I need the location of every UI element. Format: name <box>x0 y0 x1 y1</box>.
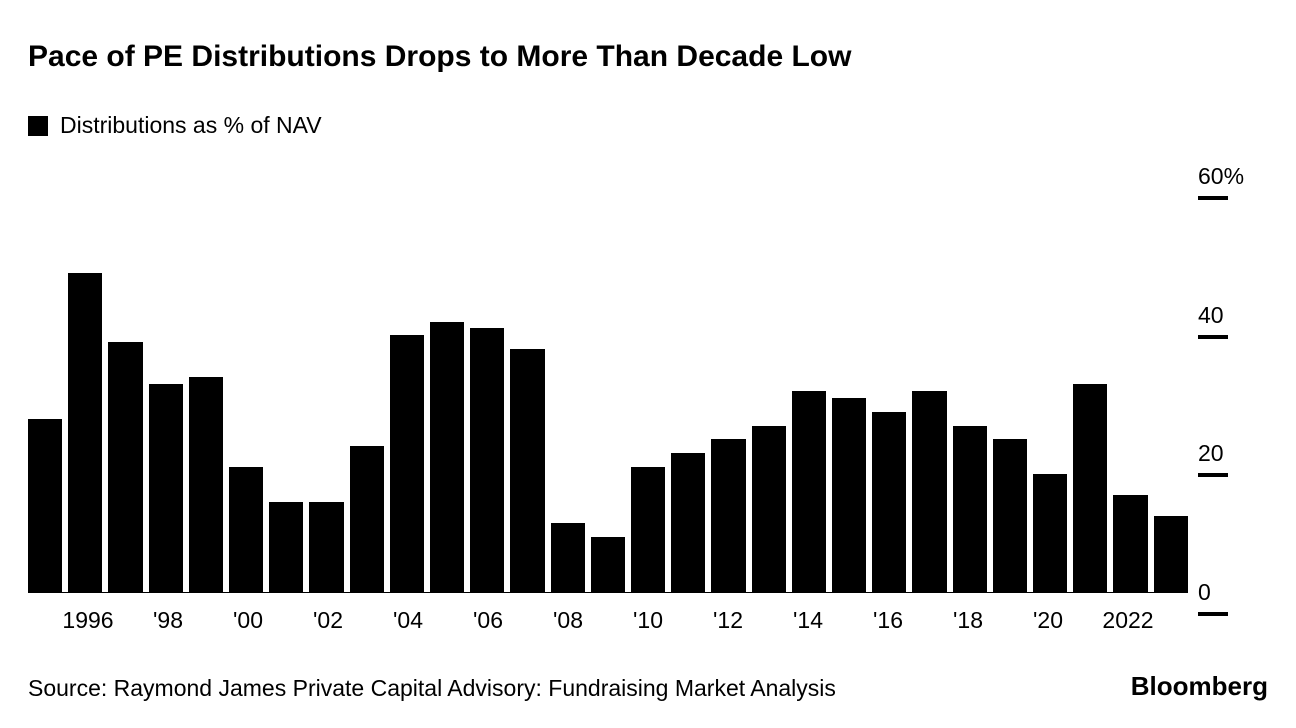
x-tick-label: '06 <box>473 607 503 634</box>
bar <box>752 426 786 592</box>
bar <box>1073 384 1107 592</box>
bar <box>912 391 946 592</box>
bar <box>68 273 102 592</box>
y-tick: 0 <box>1198 581 1268 616</box>
y-tick-label: 0 <box>1198 581 1268 604</box>
bar <box>671 453 705 592</box>
x-axis: 1996 '98 '00 '02 '04 '06 '08 '10 '12 '14 '16 '18 '20… <box>28 607 1188 657</box>
bar <box>510 349 544 592</box>
bar <box>350 446 384 592</box>
bar <box>631 467 665 592</box>
y-tick-mark <box>1198 335 1228 339</box>
y-tick-label: 40 <box>1198 304 1268 327</box>
bar <box>953 426 987 592</box>
legend-label: Distributions as % of NAV <box>60 112 322 139</box>
bar <box>269 502 303 592</box>
y-axis: 60%40200 <box>1198 163 1268 593</box>
bar <box>993 439 1027 592</box>
x-tick-label: '20 <box>1033 607 1063 634</box>
y-tick: 20 <box>1198 442 1268 477</box>
bar <box>1033 474 1067 592</box>
y-tick-mark <box>1198 473 1228 477</box>
bar <box>108 342 142 592</box>
bar <box>792 391 826 592</box>
x-tick-label: '16 <box>873 607 903 634</box>
y-tick: 40 <box>1198 304 1268 339</box>
bar <box>229 467 263 592</box>
bar <box>1113 495 1147 592</box>
x-tick-label: 2022 <box>1102 607 1153 634</box>
chart-title: Pace of PE Distributions Drops to More T… <box>28 40 1268 74</box>
legend: Distributions as % of NAV <box>28 112 1268 139</box>
legend-swatch <box>28 116 48 136</box>
x-tick-label: '00 <box>233 607 263 634</box>
bar <box>551 523 585 592</box>
y-tick: 60% <box>1198 165 1268 200</box>
x-tick-label: '04 <box>393 607 423 634</box>
x-tick-label: '10 <box>633 607 663 634</box>
bar <box>1154 516 1188 592</box>
y-tick-mark <box>1198 196 1228 200</box>
bar <box>872 412 906 592</box>
plot-area <box>28 163 1188 593</box>
bars-container <box>28 163 1188 593</box>
bar <box>430 322 464 592</box>
bar <box>591 537 625 592</box>
chart-area: 60%40200 <box>28 163 1268 593</box>
y-tick-label: 60% <box>1198 165 1268 188</box>
x-tick-label: '12 <box>713 607 743 634</box>
brand-label: Bloomberg <box>1131 671 1268 702</box>
bar <box>470 328 504 592</box>
chart-footer: Source: Raymond James Private Capital Ad… <box>28 671 1268 702</box>
bar <box>832 398 866 592</box>
y-tick-mark <box>1198 612 1228 616</box>
bar <box>149 384 183 592</box>
bar <box>390 335 424 592</box>
source-text: Source: Raymond James Private Capital Ad… <box>28 675 836 702</box>
x-tick-label: '08 <box>553 607 583 634</box>
bar <box>711 439 745 592</box>
x-tick-label: '02 <box>313 607 343 634</box>
x-tick-label: 1996 <box>62 607 113 634</box>
y-tick-label: 20 <box>1198 442 1268 465</box>
bar <box>189 377 223 592</box>
x-tick-label: '98 <box>153 607 183 634</box>
bar <box>28 419 62 592</box>
bar <box>309 502 343 592</box>
x-tick-label: '14 <box>793 607 823 634</box>
x-tick-label: '18 <box>953 607 983 634</box>
